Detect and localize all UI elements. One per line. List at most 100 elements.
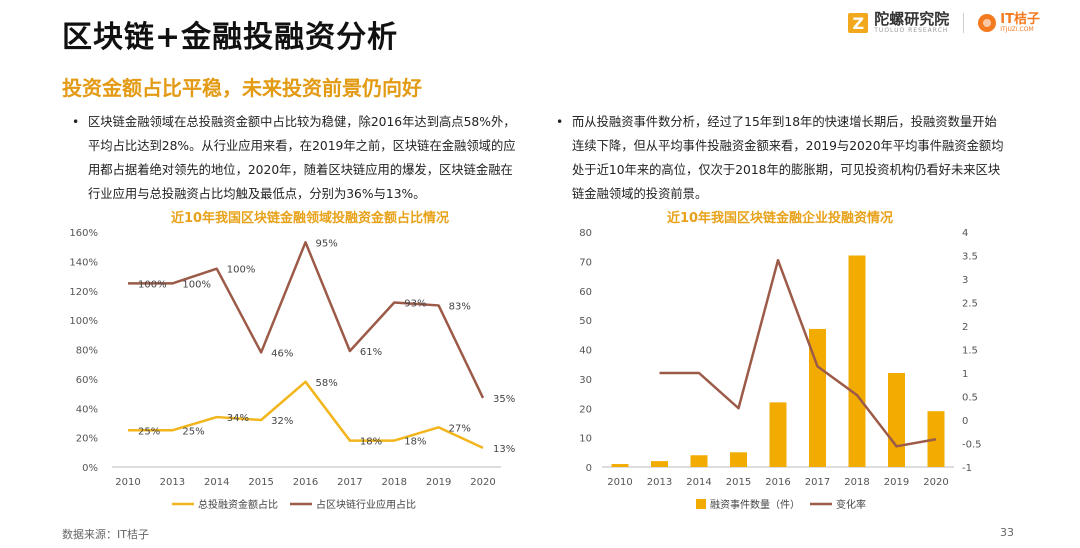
y-left-tick-label: 80 — [579, 228, 592, 239]
z-logo-icon: Z — [848, 13, 869, 33]
left-line-chart: 0% 20% 40% 60% 80% 100% 120% 140% 160% 2010 2013 20… — [69, 228, 515, 511]
data-label: 25% — [138, 426, 160, 437]
x-tick-label: 2013 — [647, 477, 672, 488]
bar — [769, 402, 787, 467]
data-label: 25% — [182, 426, 204, 437]
y-right-tick-label: 1 — [962, 369, 968, 380]
y-right-tick-label: -1 — [962, 463, 972, 474]
right-paragraph: • 而从投融资事件数分析，经过了15年到18年的快速增长期后，投融资数量开始 连… — [556, 110, 1022, 206]
bar — [690, 455, 708, 467]
x-tick-label: 2015 — [726, 477, 751, 488]
paragraph-line: 连续下降，但从平均事件投融资金额来看，2019与2020年平均事件融资金额均 — [572, 139, 1004, 153]
x-tick-label: 2019 — [426, 477, 451, 488]
right-bar-line-chart: 0 10 20 30 40 50 60 70 80 -1 -0.5 0 0.5 1 1.5 2 2.5 3 3.5 4… — [579, 228, 982, 511]
data-label: 83% — [449, 301, 471, 312]
x-tick-label: 2018 — [382, 477, 407, 488]
x-tick-label: 2016 — [293, 477, 318, 488]
x-tick-label: 2014 — [686, 477, 711, 488]
data-label: 100% — [182, 279, 211, 290]
data-label: 13% — [493, 444, 515, 455]
y-right-tick-label: 2 — [962, 322, 968, 333]
data-label: 58% — [316, 378, 338, 389]
logo2-sub: ITJUZI.COM — [1000, 26, 1034, 33]
y-right-tick-label: 3 — [962, 275, 968, 286]
data-source: 数据来源：IT桔子 — [62, 528, 149, 541]
x-tick-label: 2016 — [765, 477, 790, 488]
bullet: • — [72, 115, 80, 129]
logo-group: Z 陀螺研究院 TUOLUO RESEARCH IT桔子 ITJUZI.COM — [848, 12, 1040, 34]
page-title: 区块链+金融投融资分析 — [62, 20, 399, 55]
paragraph-line: 而从投融资事件数分析，经过了15年到18年的快速增长期后，投融资数量开始 — [572, 115, 997, 129]
logo1-text: 陀螺研究院 — [874, 10, 950, 28]
orange-icon — [978, 14, 997, 32]
legend-label-2: 占区块链行业应用占比 — [316, 498, 416, 511]
page-number: 33 — [1000, 526, 1014, 539]
y-right-tick-label: 2.5 — [962, 299, 978, 310]
data-label: 18% — [360, 437, 382, 448]
data-label: 95% — [316, 238, 338, 249]
y-tick-label: 100% — [69, 316, 98, 327]
paragraph-line: 链金融领域的投资前景。 — [572, 187, 708, 201]
x-tick-label: 2020 — [470, 477, 495, 488]
y-right-tick-label: 3.5 — [962, 252, 978, 263]
y-tick-label: 60% — [76, 375, 98, 386]
legend-label-line: 变化率 — [836, 498, 866, 511]
itjuzi-logo: IT桔子 ITJUZI.COM — [978, 13, 1040, 33]
bullet: • — [556, 115, 564, 129]
data-label: 93% — [404, 299, 426, 310]
x-tick-label: 2018 — [844, 477, 869, 488]
y-tick-label: 80% — [76, 346, 98, 357]
data-label: 32% — [271, 416, 293, 427]
x-tick-label: 2017 — [337, 477, 362, 488]
paragraph-line: 行业应用与总投融资占比均触及最低点，分别为36%与13%。 — [88, 187, 426, 201]
bar — [651, 461, 668, 467]
x-tick-label: 2019 — [884, 477, 909, 488]
y-left-tick-label: 40 — [579, 346, 592, 357]
bar — [730, 452, 747, 467]
x-tick-label: 2015 — [248, 477, 273, 488]
paragraph-line: 处于近10年来的高位，仅次于2018年的膨胀期，可见投资机构仍看好未来区块 — [572, 163, 1001, 177]
logo-divider — [963, 13, 965, 33]
data-label: 34% — [227, 413, 249, 424]
y-right-tick-label: 0 — [962, 416, 968, 427]
left-chart-title: 近10年我国区块链金融领域投融资金额占比情况 — [170, 211, 450, 226]
paragraph-line: 平均占比达到28%。从行业应用来看，在2019年之前，区块链在金融领域的应 — [88, 139, 516, 153]
y-left-tick-label: 0 — [586, 463, 592, 474]
left-paragraph: • 区块链金融领域在总投融资金额中占比较为稳健，除2016年达到高点58%外， … — [72, 110, 528, 206]
page-subtitle: 投资金额占比平稳，未来投资前景仍向好 — [62, 76, 422, 100]
tuoluo-logo: Z 陀螺研究院 TUOLUO RESEARCH — [848, 12, 949, 34]
logo1-sub: TUOLUO RESEARCH — [874, 27, 949, 34]
y-right-tick-label: 4 — [962, 228, 968, 239]
bar — [848, 255, 866, 467]
data-label: 46% — [271, 348, 293, 359]
x-tick-label: 2020 — [923, 477, 948, 488]
y-left-tick-label: 50 — [579, 316, 592, 327]
y-tick-label: 40% — [76, 404, 98, 415]
bar — [611, 464, 629, 467]
paragraph-line: 区块链金融领域在总投融资金额中占比较为稳健，除2016年达到高点58%外， — [88, 115, 516, 129]
y-right-tick-label: 0.5 — [962, 393, 978, 404]
y-tick-label: 120% — [69, 287, 98, 298]
series-line-2 — [128, 241, 485, 399]
y-right-tick-label: 1.5 — [962, 346, 978, 357]
y-left-tick-label: 30 — [579, 375, 592, 386]
bar — [809, 328, 826, 467]
y-left-tick-label: 20 — [579, 404, 592, 415]
paragraph-line: 用都占据着绝对领先的地位，2020年，随着区块链应用的爆发，区块链金融在 — [88, 163, 513, 177]
legend-swatch-bars — [696, 499, 706, 509]
y-tick-label: 20% — [76, 434, 98, 445]
y-left-tick-label: 60 — [579, 287, 592, 298]
legend-label-1: 总投融资金额占比 — [198, 498, 278, 511]
data-label: 100% — [138, 279, 167, 290]
y-tick-label: 0% — [82, 463, 98, 474]
y-left-tick-label: 70 — [579, 257, 592, 268]
bar — [888, 373, 905, 467]
data-label: 18% — [404, 437, 426, 448]
y-right-tick-label: -0.5 — [962, 440, 982, 451]
x-tick-label: 2010 — [115, 477, 140, 488]
bar — [927, 411, 945, 467]
data-label: 100% — [227, 265, 256, 276]
series-line-1 — [128, 380, 484, 450]
legend-label-bars: 融资事件数量（件） — [710, 498, 800, 511]
y-tick-label: 140% — [69, 257, 98, 268]
